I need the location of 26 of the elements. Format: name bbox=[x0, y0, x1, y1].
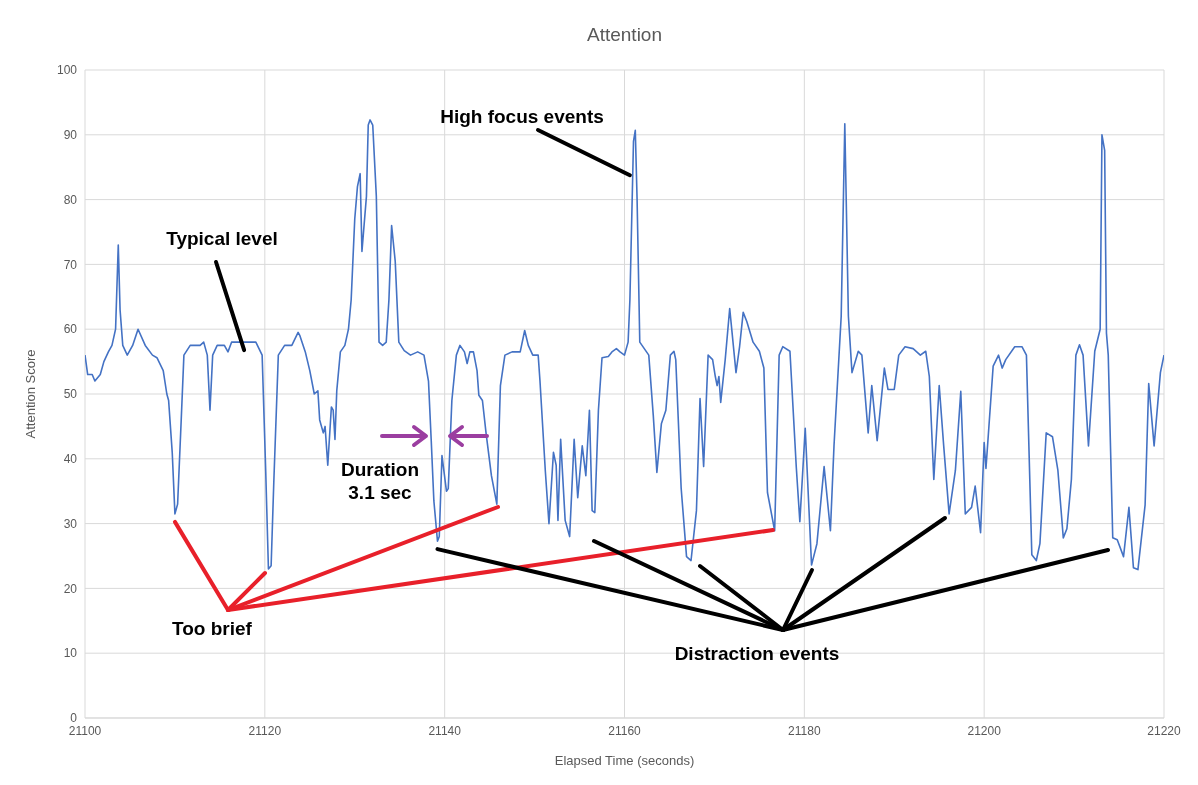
x-tick-label: 21180 bbox=[788, 723, 821, 738]
y-tick-label: 70 bbox=[63, 257, 78, 272]
y-tick-label: 0 bbox=[70, 711, 78, 726]
y-tick-label: 60 bbox=[63, 322, 78, 337]
annotation: Duration 3.1 sec bbox=[340, 458, 420, 504]
y-axis-title: Attention Score bbox=[22, 349, 38, 439]
y-tick-label: 50 bbox=[63, 387, 78, 402]
annotation: Typical level bbox=[166, 228, 278, 250]
y-tick-label: 20 bbox=[63, 581, 78, 596]
chart-title: Attention bbox=[586, 24, 663, 46]
y-tick-label: 40 bbox=[63, 452, 78, 467]
y-tick-label: 10 bbox=[63, 646, 78, 661]
annotation: Too brief bbox=[172, 618, 253, 640]
x-tick-label: 21200 bbox=[967, 723, 1002, 738]
y-tick-label: 80 bbox=[63, 192, 78, 207]
x-tick-label: 21140 bbox=[428, 723, 462, 738]
annotation: Distraction events bbox=[674, 643, 840, 665]
x-tick-label: 21220 bbox=[1147, 723, 1182, 738]
y-tick-label: 100 bbox=[56, 63, 78, 78]
y-tick-label: 90 bbox=[63, 128, 78, 143]
y-tick-label: 30 bbox=[63, 516, 78, 531]
annotation: High focus events bbox=[440, 106, 604, 128]
x-tick-label: 21100 bbox=[68, 723, 102, 738]
x-tick-label: 21120 bbox=[248, 723, 282, 738]
x-axis-title: Elapsed Time (seconds) bbox=[554, 753, 695, 769]
x-tick-label: 21160 bbox=[608, 723, 642, 738]
